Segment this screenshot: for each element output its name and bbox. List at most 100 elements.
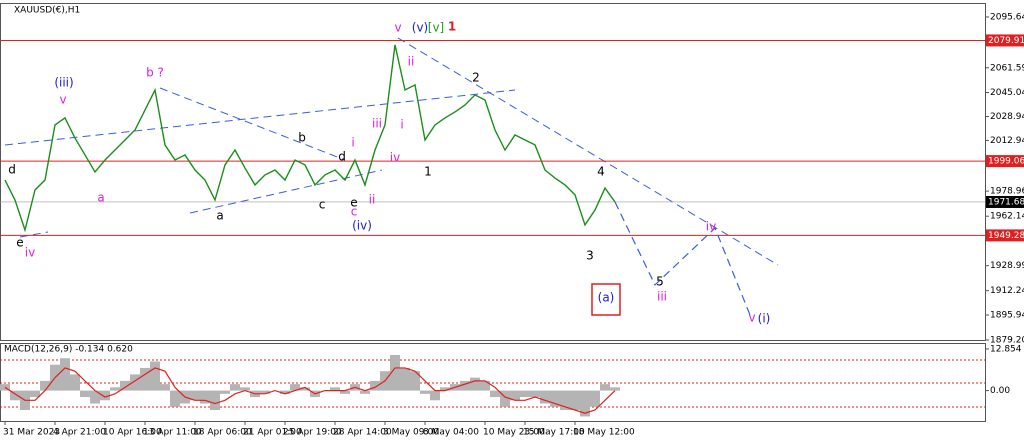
wave-label: v (394, 21, 401, 35)
macd-bar (140, 367, 150, 391)
current-price-label: 1971.68 (988, 197, 1024, 207)
macd-bar (500, 390, 510, 407)
macd-bar (410, 371, 420, 391)
wave-label: (v) (412, 21, 428, 35)
x-tick-label: 3 May 09:00 (383, 428, 439, 438)
x-tick-label: 10 Apr 16:00 (103, 428, 162, 438)
macd-bar (210, 390, 220, 410)
macd-bar (170, 390, 180, 407)
macd-bar (460, 380, 470, 391)
macd-bar (470, 377, 480, 391)
macd-bar (260, 390, 270, 394)
signal-line (4, 367, 616, 414)
macd-bar (360, 390, 370, 394)
wave-label: v (748, 311, 755, 325)
level-label: 1949.28 (988, 231, 1024, 241)
macd-bar (40, 380, 50, 391)
macd-bar (490, 390, 500, 398)
macd-bar (550, 390, 560, 407)
y-tick-label: 12.854 (990, 345, 1022, 355)
y-tick-label: 1962.14 (990, 212, 1024, 222)
price-line (4, 44, 616, 233)
wave-label: a (97, 191, 104, 205)
macd-bar (520, 390, 530, 398)
x-tick-label: 28 Apr 14:00 (333, 428, 392, 438)
y-tick-label: 0.00 (990, 386, 1010, 396)
trend-lines (4, 37, 779, 266)
macd-bar (420, 390, 430, 394)
wave-label: iii (657, 290, 667, 304)
wave-label: ii (369, 193, 376, 207)
macd-bar (190, 390, 200, 401)
x-tick-label: 21 Apr 01:00 (243, 428, 302, 438)
macd-bar (540, 390, 550, 404)
y-tick-label: 1978.96 (990, 187, 1024, 197)
wave-label: 5 (656, 275, 664, 289)
wave-label: c (319, 198, 326, 212)
trend-line (159, 87, 346, 161)
wave-label: [v] (428, 21, 444, 35)
highlight-box (591, 283, 621, 316)
wave-label: c (351, 205, 358, 219)
wave-label: b (298, 131, 306, 145)
macd-bar (290, 384, 300, 391)
wave-label: (a) (598, 291, 615, 305)
wave-label: (i) (758, 312, 771, 326)
macd-bar (130, 374, 140, 391)
wave-label: 1 (424, 165, 432, 179)
y-tick-label: 1912.24 (990, 286, 1024, 296)
macd-bar (230, 384, 240, 391)
macd-bar (430, 390, 440, 401)
x-tick-label: 13 Apr 11:00 (143, 428, 202, 438)
macd-bar (30, 390, 40, 398)
macd-bar (440, 387, 450, 391)
wave-label: iv (25, 246, 35, 260)
macd-bar (60, 358, 70, 391)
macd-bar (300, 387, 310, 391)
macd-bar (530, 390, 540, 398)
macd-bar (600, 384, 610, 391)
wave-label: i (400, 118, 403, 132)
wave-label: 2 (472, 71, 480, 85)
x-tick-label: 18 Apr 06:00 (193, 428, 252, 438)
macd-bar (110, 387, 120, 391)
wave-label: iv (390, 151, 400, 165)
macd-bar (10, 390, 20, 401)
macd-bar (70, 374, 80, 391)
level-label: 2079.91 (988, 36, 1024, 46)
y-tick-label: 2028.94 (990, 112, 1024, 122)
x-tick-label: 31 Mar 2023 (3, 428, 60, 438)
macd-bar (370, 380, 380, 391)
macd-bar (590, 390, 600, 407)
y-tick-label: 2095.64 (990, 12, 1024, 22)
level-label-box (986, 155, 1024, 168)
macd-title: MACD(12,26,9) -0.134 0.620 (4, 345, 133, 355)
macd-bar (220, 390, 230, 394)
x-tick-label: 10 May 23:00 (483, 428, 545, 438)
wave-label: 1 (448, 20, 456, 34)
macd-bar (280, 390, 290, 394)
level-label-box (986, 229, 1024, 242)
macd-bar (560, 390, 570, 410)
wave-label: b ? (146, 66, 164, 80)
macd-bar (80, 390, 90, 398)
x-tick-label: 15 May 17:00 (523, 428, 585, 438)
x-tick-label: 18 May 12:00 (573, 428, 635, 438)
y-tick-label: 2045.04 (990, 88, 1024, 98)
y-tick-label: 2012.94 (990, 136, 1024, 146)
x-tick-label: 8 May 04:00 (423, 428, 479, 438)
y-tick-label: 2061.59 (990, 63, 1024, 73)
x-tick-label: 4 Apr 21:00 (53, 428, 106, 438)
macd-bar (100, 390, 110, 401)
macd-bar (120, 380, 130, 391)
trend-line (397, 37, 779, 266)
macd-bar (330, 387, 340, 391)
macd-bar (390, 355, 400, 391)
macd-bar (200, 390, 210, 404)
wave-label: i (351, 136, 354, 150)
x-tick-label: 25 Apr 19:00 (283, 428, 342, 438)
wave-label: 3 (586, 249, 594, 263)
y-tick-label: 1895.94 (990, 311, 1024, 321)
